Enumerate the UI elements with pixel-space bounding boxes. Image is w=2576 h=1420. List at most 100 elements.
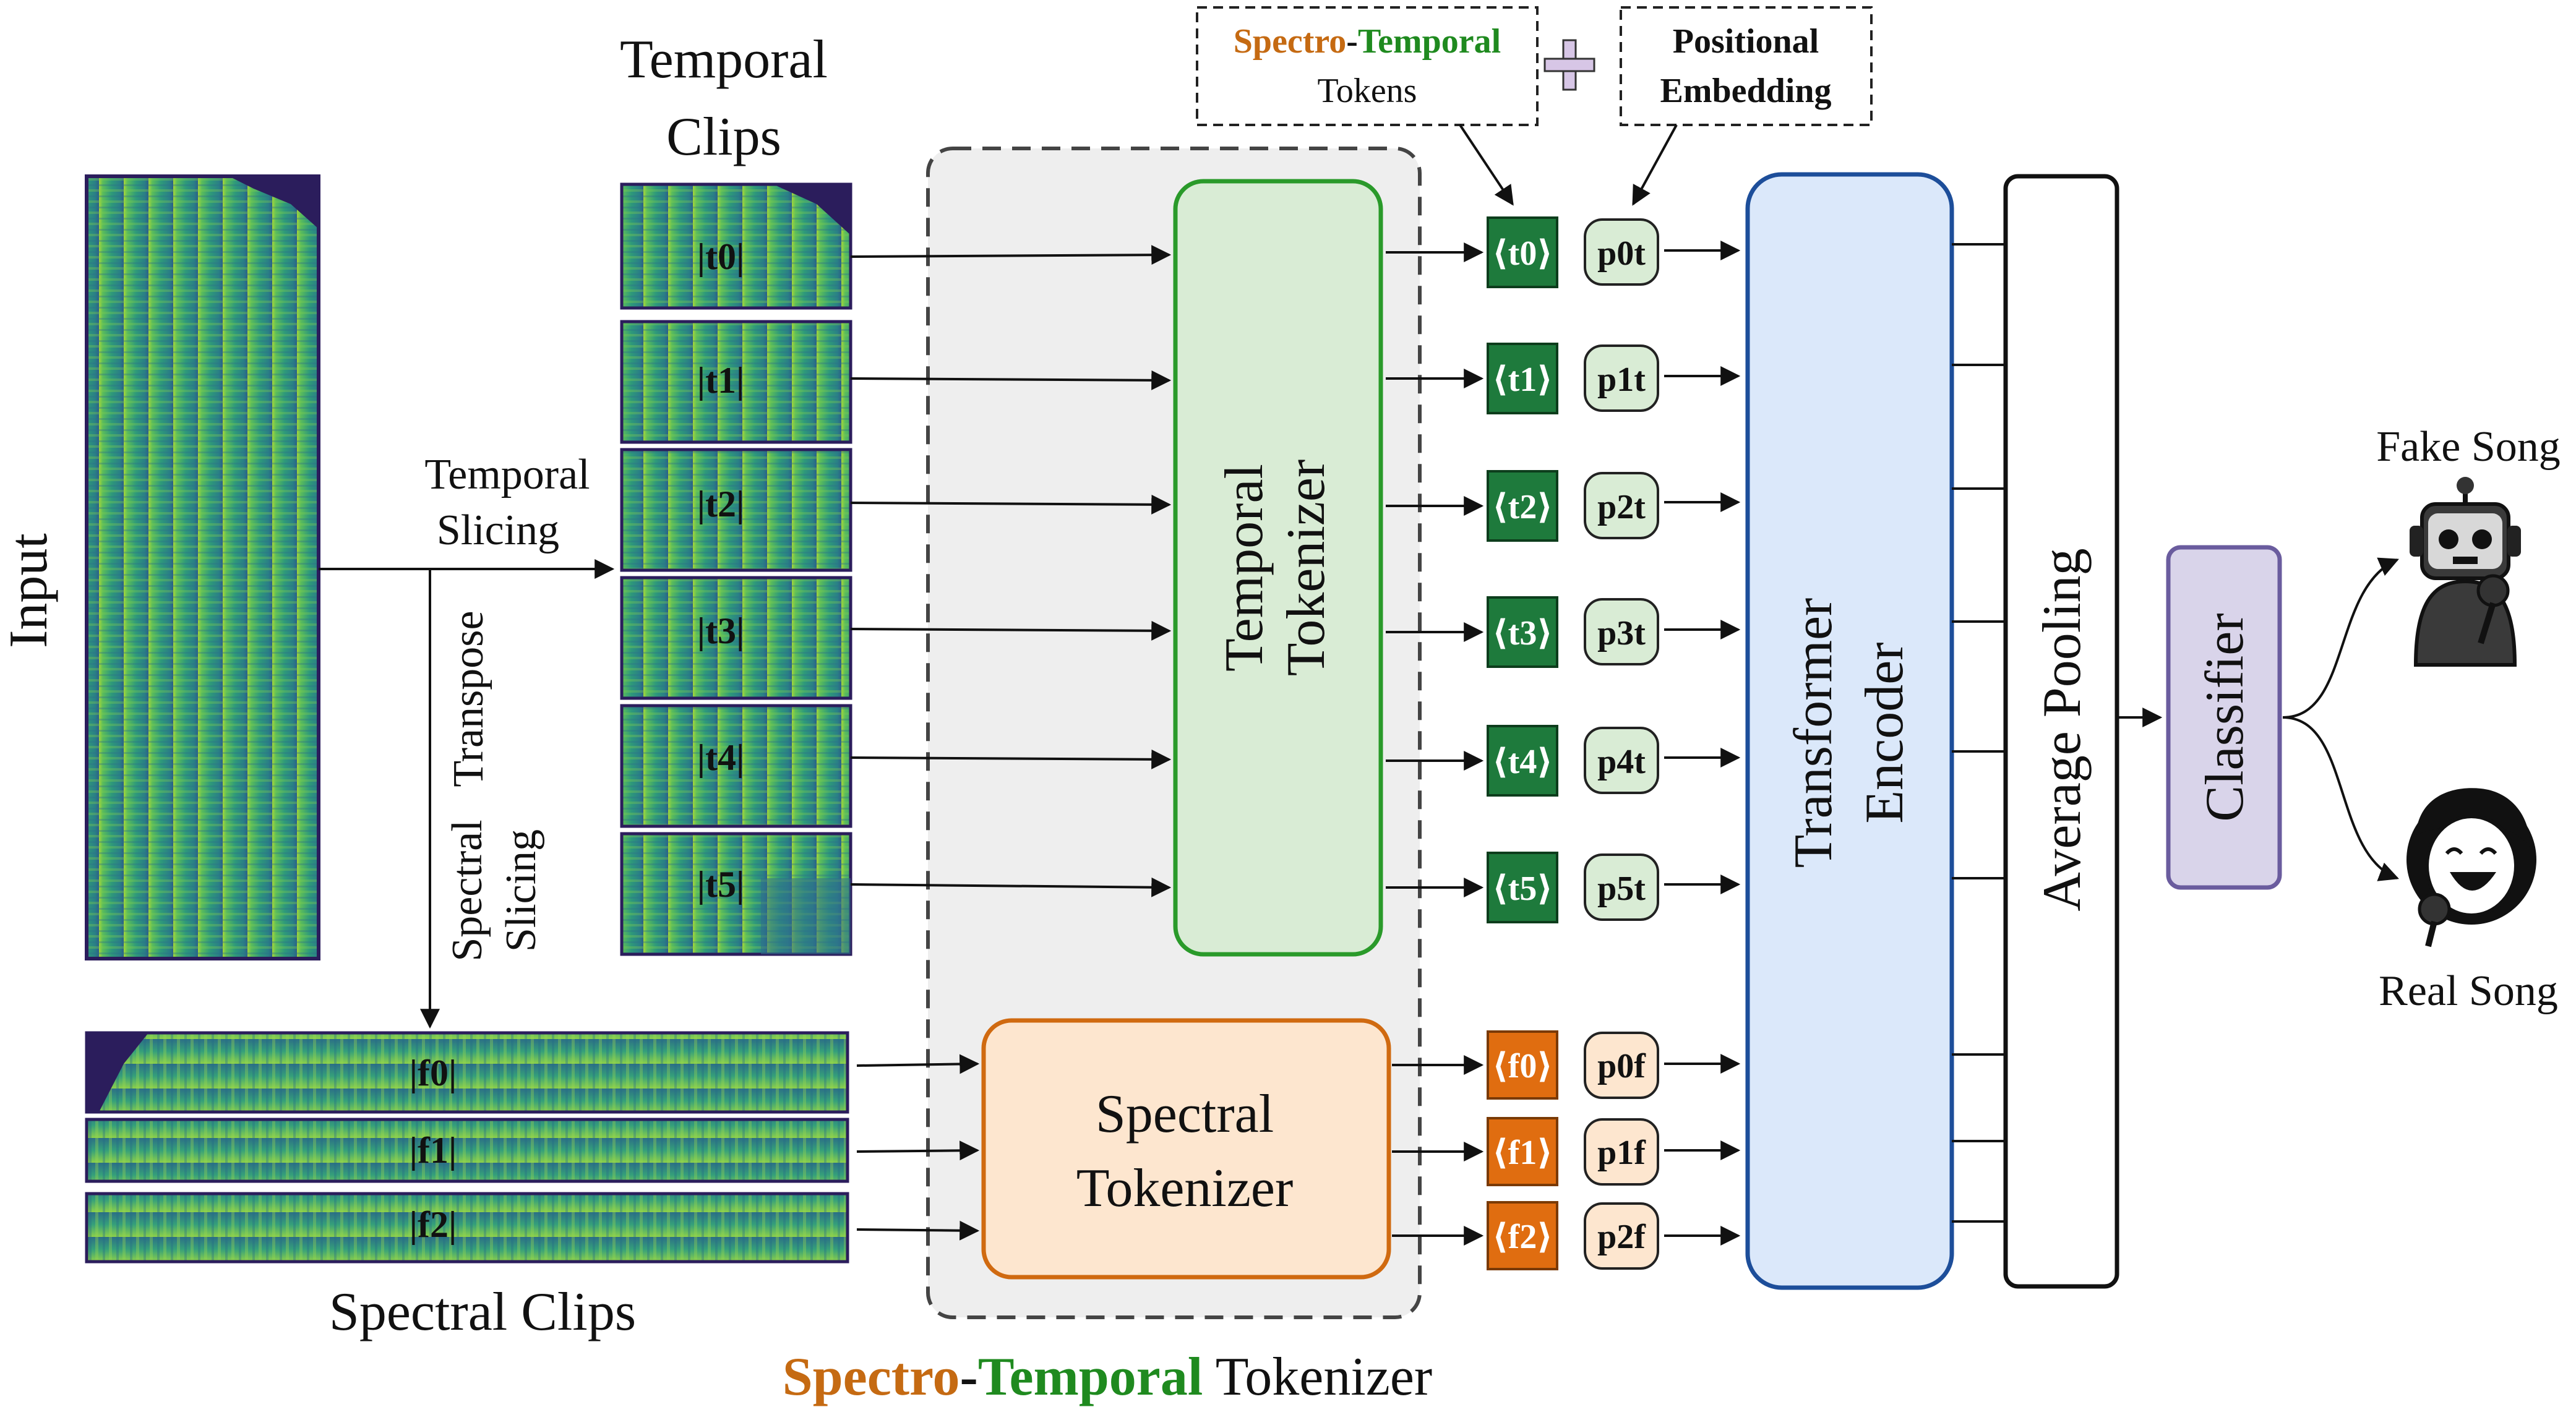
human-singer-icon — [2406, 788, 2536, 947]
classifier-box — [2166, 545, 2282, 890]
footer-tokenizer-text: Tokenizer — [1203, 1347, 1432, 1407]
temporal-clip-5: |t5| — [620, 832, 852, 956]
spectral-clip-label-1: |f1| — [410, 1130, 457, 1171]
encoder-output-lines — [1952, 243, 2006, 1223]
spectral-pos-label-1: p1f — [1597, 1134, 1646, 1172]
temporal-clips-title-line2: Clips — [666, 107, 781, 167]
real-output-arrow — [2282, 716, 2399, 881]
spectral-tokenizer-box — [981, 1018, 1391, 1280]
temporal-pos-label-0: p0t — [1597, 234, 1646, 273]
legend-spectro-temporal-tokens: Spectro-Temporal Tokens — [1196, 6, 1539, 126]
spectral-clips-title: Spectral Clips — [329, 1282, 636, 1342]
svg-text:Spectro-Temporal: Spectro-Temporal — [1234, 22, 1501, 61]
temporal-pos-3: p3t — [1584, 598, 1659, 665]
transformer-encoder-box — [1745, 172, 1954, 1290]
tokenizer-to-token-arrows — [1386, 242, 1484, 1246]
temporal-clip-label-1: |t1| — [697, 360, 744, 401]
spectral-slicing-label-line2: Slicing — [497, 829, 545, 952]
classifier-label: Classifier — [2195, 613, 2255, 821]
spectral-tokenizer-label-line1: Spectral — [1096, 1084, 1274, 1144]
legend-positional-text: Positional — [1673, 22, 1819, 61]
real-song-label: Real Song — [2379, 967, 2558, 1015]
temporal-clip-label-5: |t5| — [697, 864, 744, 905]
temporal-pos-label-1: p1t — [1597, 361, 1646, 399]
temporal-token-0: ⟨t0⟩ — [1487, 216, 1558, 288]
input-label: Input — [0, 533, 59, 648]
temporal-clip-0: |t0| — [620, 182, 852, 310]
temporal-clip-label-2: |t2| — [697, 484, 744, 524]
temporal-clips-title-line1: Temporal — [620, 30, 828, 90]
temporal-token-label-5: ⟨t5⟩ — [1492, 870, 1553, 908]
spectral-token-label-2: ⟨f2⟩ — [1492, 1218, 1553, 1256]
temporal-token-label-0: ⟨t0⟩ — [1492, 234, 1553, 273]
temporal-pos-label-2: p2t — [1597, 488, 1646, 526]
legend-positional-embedding: Positional Embedding — [1620, 6, 1873, 126]
temporal-token-1: ⟨t1⟩ — [1487, 343, 1558, 414]
temporal-token-2: ⟨t2⟩ — [1487, 470, 1558, 542]
temporal-token-label-3: ⟨t3⟩ — [1492, 614, 1553, 652]
spectral-token-label-1: ⟨f1⟩ — [1492, 1134, 1553, 1172]
spectral-token-1: ⟨f1⟩ — [1487, 1117, 1558, 1186]
temporal-tokenizer-label-line1: Temporal — [1214, 464, 1274, 672]
temporal-pos-5: p5t — [1584, 853, 1659, 921]
temporal-clip-4: |t4| — [620, 704, 852, 828]
temporal-token-label-4: ⟨t4⟩ — [1492, 743, 1553, 781]
temporal-clip-1: |t1| — [620, 320, 852, 444]
average-pooling-box — [2003, 174, 2119, 1289]
temporal-clip-label-0: |t0| — [697, 236, 744, 277]
transformer-encoder-label-line2: Encoder — [1855, 642, 1915, 823]
legend-tokens-text: Tokens — [1318, 72, 1417, 110]
spectral-token-2: ⟨f2⟩ — [1487, 1201, 1558, 1270]
fake-output-arrow — [2282, 557, 2399, 719]
spectral-pos-label-2: p2f — [1597, 1218, 1646, 1256]
transformer-encoder-label-line1: Transformer — [1784, 598, 1844, 868]
spectral-clip-1: |f1| — [85, 1118, 849, 1183]
spectral-pos-0: p0f — [1584, 1032, 1659, 1099]
temporal-token-label-1: ⟨t1⟩ — [1492, 361, 1553, 399]
plus-icon — [1543, 39, 1595, 91]
temporal-token-5: ⟨t5⟩ — [1487, 852, 1558, 923]
spectral-token-label-0: ⟨f0⟩ — [1492, 1047, 1553, 1085]
spectral-clip-0: |f0| — [85, 1031, 849, 1114]
temporal-pos-1: p1t — [1584, 344, 1659, 412]
temporal-clip-label-3: |t3| — [697, 610, 744, 651]
spectral-clip-2: |f2| — [85, 1192, 849, 1264]
temporal-pos-label-5: p5t — [1597, 870, 1646, 908]
temporal-pos-0: p0t — [1584, 218, 1659, 286]
legend-spectro-text: Spectro — [1234, 22, 1347, 61]
temporal-tokenizer-label-line2: Tokenizer — [1276, 460, 1336, 677]
temporal-pos-label-4: p4t — [1597, 743, 1646, 781]
temporal-slicing-label-line1: Temporal — [424, 451, 590, 498]
fake-song-label: Fake Song — [2376, 423, 2561, 471]
temporal-token-label-2: ⟨t2⟩ — [1492, 488, 1553, 526]
robot-singer-icon — [2410, 477, 2521, 667]
spectral-clip-label-2: |f2| — [410, 1204, 457, 1245]
pos-to-encoder-arrows — [1664, 241, 1741, 1246]
temporal-token-3: ⟨t3⟩ — [1487, 596, 1558, 668]
temporal-pos-2: p2t — [1584, 472, 1659, 539]
spectral-slicing-label-line1: Spectral — [444, 819, 491, 961]
legend-temporal-text: Temporal — [1358, 22, 1501, 61]
temporal-pos-label-3: p3t — [1597, 614, 1646, 652]
spectral-pos-2: p2f — [1584, 1202, 1659, 1270]
spectral-token-0: ⟨f0⟩ — [1487, 1030, 1558, 1100]
clip-to-tokenizer-arrows — [850, 245, 1172, 1241]
footer-dash-text: - — [960, 1347, 978, 1407]
temporal-clip-label-4: |t4| — [697, 737, 744, 778]
transpose-label: Transpose — [445, 610, 492, 787]
legend-dash-text: - — [1346, 22, 1358, 61]
temporal-clip-2: |t2| — [620, 448, 852, 572]
spectral-pos-1: p1f — [1584, 1118, 1659, 1186]
svg-text:Spectro-Temporal Tokenizer: Spectro-Temporal Tokenizer — [783, 1347, 1432, 1407]
legend-token-pointer — [1459, 124, 1514, 206]
spectral-tokenizer-label-line2: Tokenizer — [1076, 1158, 1294, 1218]
spectral-clip-label-0: |f0| — [410, 1053, 457, 1093]
average-pooling-label: Average Pooling — [2032, 548, 2092, 911]
footer-temporal-text: Temporal — [978, 1347, 1203, 1407]
temporal-slicing-label-line2: Slicing — [437, 507, 559, 554]
spectral-pos-label-0: p0f — [1597, 1047, 1646, 1085]
temporal-pos-4: p4t — [1584, 727, 1659, 794]
footer-spectro-text: Spectro — [783, 1347, 960, 1407]
input-spectrogram — [85, 174, 320, 960]
